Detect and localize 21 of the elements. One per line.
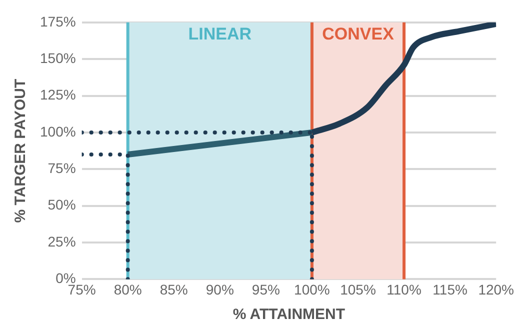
- x-tick-label: 120%: [478, 281, 514, 298]
- y-tick-label: 175%: [40, 13, 76, 30]
- x-axis-title: % ATTAINMENT: [232, 306, 346, 324]
- band-label: LINEAR: [188, 24, 252, 44]
- y-tick-label: 75%: [48, 160, 76, 176]
- y-axis-title: % TARGER PAYOUT: [12, 78, 30, 223]
- x-tick-label: 95%: [252, 281, 280, 298]
- x-tick-label: 100%: [294, 281, 330, 298]
- x-tick-label: 110%: [386, 281, 422, 298]
- x-tick-label: 85%: [160, 281, 188, 298]
- x-tick-label: 105%: [340, 281, 376, 298]
- y-tick-label: 50%: [48, 196, 76, 213]
- y-tick-label: 150%: [40, 50, 76, 66]
- y-tick-label: 100%: [40, 123, 76, 140]
- x-tick-label: 90%: [206, 281, 234, 298]
- y-tick-label: 125%: [40, 86, 76, 103]
- x-tick-label: 115%: [432, 281, 468, 298]
- y-tick-label: 25%: [48, 233, 76, 250]
- y-tick-label: 0%: [56, 270, 76, 286]
- band-label: CONVEX: [322, 24, 395, 44]
- x-tick-label: 80%: [114, 281, 142, 298]
